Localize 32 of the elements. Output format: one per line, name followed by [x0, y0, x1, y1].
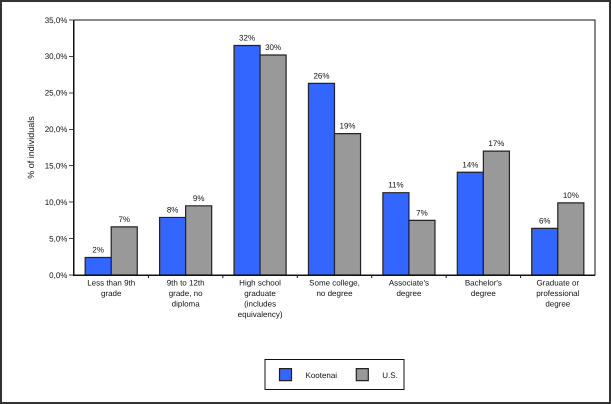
y-tick-label: 15,0%: [44, 162, 68, 171]
x-tick-label: Graduate or professional degree: [536, 278, 580, 308]
y-tick-label: 35,0%: [44, 16, 68, 25]
x-tick-label: 9th to 12th grade, no diploma: [166, 278, 205, 308]
data-label: 14%: [462, 160, 478, 170]
data-label: 6%: [538, 216, 551, 226]
y-tick-label: 10,0%: [44, 198, 68, 207]
data-label: 8%: [166, 205, 178, 214]
data-label: 17%: [488, 139, 504, 148]
x-tick-label: Less than 9th grade: [87, 278, 136, 298]
data-label: 32%: [239, 34, 256, 42]
data-label: 19%: [340, 122, 356, 131]
x-tick-label: High school graduate (includes equivalency): [238, 278, 283, 319]
data-label: 10%: [562, 190, 579, 200]
data-label: 7%: [118, 214, 130, 224]
data-label: 2%: [92, 246, 104, 255]
y-tick-label: 25,0%: [44, 88, 68, 98]
y-tick-label: 0,0%: [49, 270, 68, 280]
x-tick-label: Some college, no degree: [309, 278, 360, 298]
x-tick-label: Bachelor's degree: [464, 278, 502, 298]
data-label: 26%: [313, 71, 330, 80]
legend-label: U.S.: [382, 370, 398, 380]
y-axis-title: % of individuals: [26, 116, 36, 179]
y-tick-label: 5,0%: [49, 234, 68, 244]
data-label: 30%: [265, 42, 282, 52]
data-label: 7%: [416, 208, 428, 218]
data-label: 11%: [388, 180, 404, 190]
y-tick-label: 30,0%: [44, 52, 68, 62]
x-tick-label: Associate's degree: [388, 278, 430, 298]
data-label: 9%: [192, 194, 204, 203]
y-tick-label: 20,0%: [44, 125, 68, 134]
legend-label: Kootenai: [306, 370, 338, 380]
